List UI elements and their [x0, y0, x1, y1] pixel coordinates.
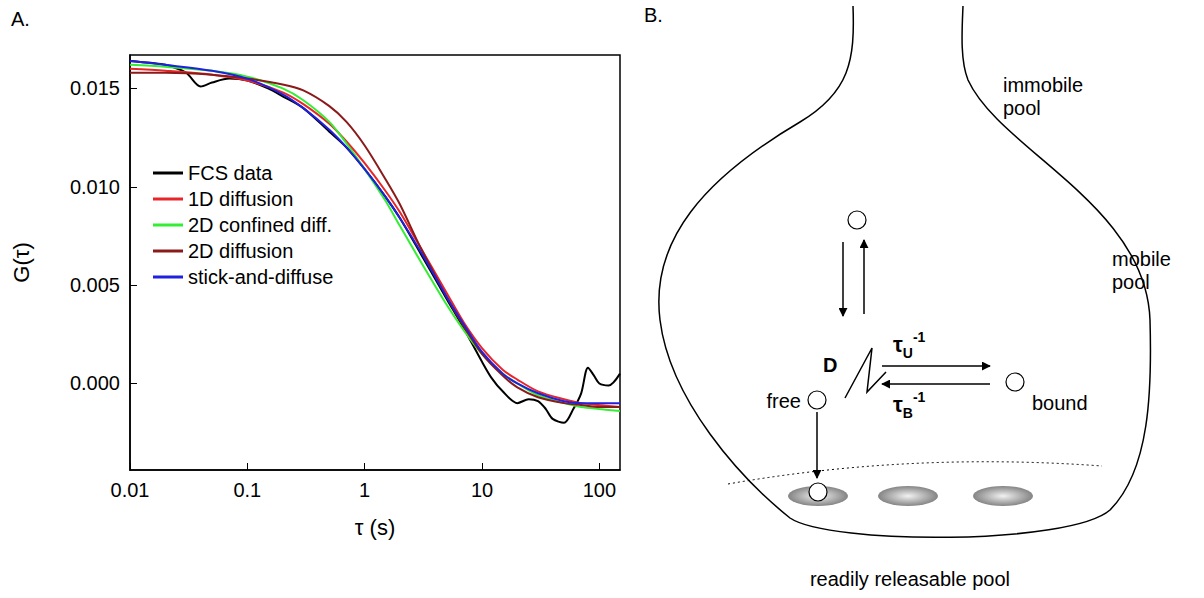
svg-text:B.: B. — [644, 4, 663, 26]
svg-text:readily releasable pool: readily releasable pool — [810, 568, 1010, 590]
svg-text:0.1: 0.1 — [233, 479, 261, 501]
svg-text:τ (s): τ (s) — [355, 515, 395, 540]
svg-text:0.01: 0.01 — [111, 479, 150, 501]
svg-text:0.015: 0.015 — [70, 77, 120, 99]
svg-text:τU-1: τU-1 — [893, 329, 926, 361]
svg-text:1: 1 — [359, 479, 370, 501]
svg-text:immobilepool: immobilepool — [1003, 74, 1083, 119]
svg-text:FCS data: FCS data — [188, 162, 273, 184]
svg-text:0.005: 0.005 — [70, 274, 120, 296]
svg-text:stick-and-diffuse: stick-and-diffuse — [188, 266, 333, 288]
svg-text:A.: A. — [11, 8, 30, 30]
svg-text:10: 10 — [471, 479, 493, 501]
svg-text:1D diffusion: 1D diffusion — [188, 188, 293, 210]
svg-text:G(τ): G(τ) — [9, 242, 34, 282]
svg-text:mobilepool: mobilepool — [1112, 248, 1171, 293]
svg-text:100: 100 — [583, 479, 616, 501]
svg-text:τB-1: τB-1 — [893, 389, 926, 421]
svg-text:2D diffusion: 2D diffusion — [188, 240, 293, 262]
svg-text:free: free — [767, 390, 801, 412]
svg-text:2D confined diff.: 2D confined diff. — [188, 214, 332, 236]
svg-text:0.000: 0.000 — [70, 372, 120, 394]
svg-text:0.010: 0.010 — [70, 176, 120, 198]
svg-text:bound: bound — [1032, 392, 1088, 414]
svg-text:D: D — [823, 354, 837, 376]
